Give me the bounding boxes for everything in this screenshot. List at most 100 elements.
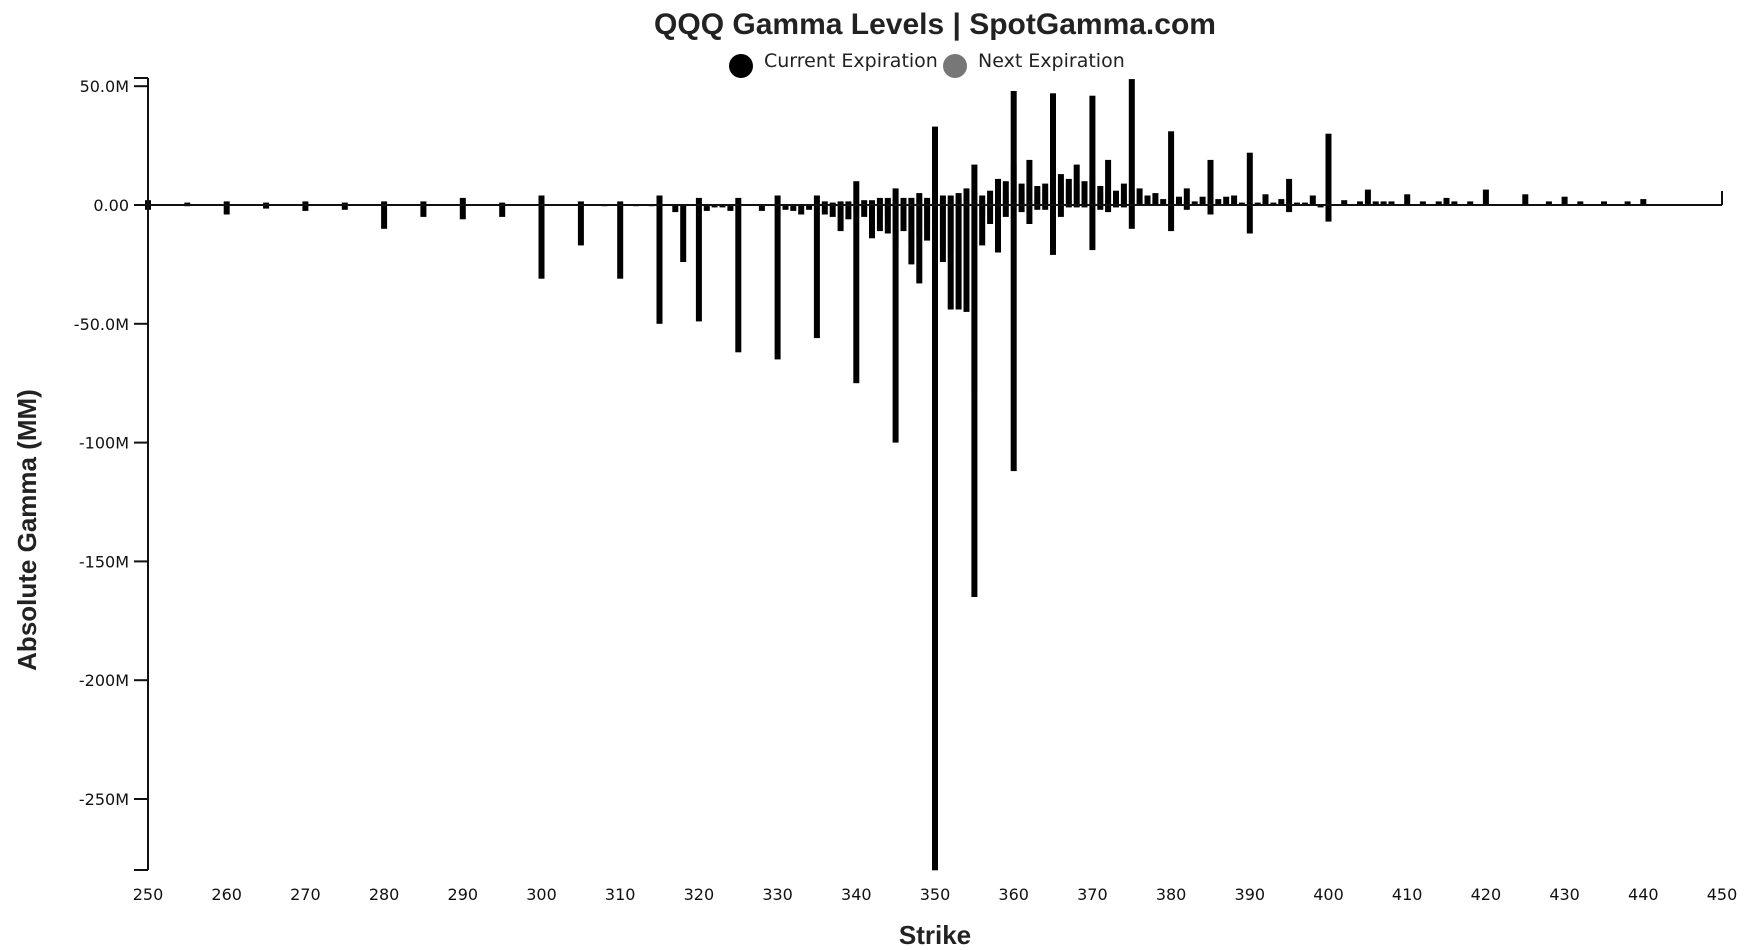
bar-current-378-141 bbox=[1152, 193, 1159, 205]
bar-current-430-178 bbox=[1561, 196, 1568, 205]
x-tick-label: 390 bbox=[1235, 885, 1266, 904]
bar-current-385-76 bbox=[1207, 205, 1214, 215]
bar-current-438-181 bbox=[1624, 201, 1631, 205]
x-tick-label: 250 bbox=[133, 885, 164, 904]
x-tick-label: 260 bbox=[211, 885, 242, 904]
bar-current-340-103 bbox=[853, 181, 860, 205]
bar-current-405-165 bbox=[1364, 189, 1371, 205]
bar-current-400-80 bbox=[1325, 205, 1332, 222]
bar-current-280-6 bbox=[381, 205, 388, 229]
bar-current-290-8 bbox=[459, 205, 466, 220]
bar-current-358-121 bbox=[995, 178, 1001, 205]
bar-current-265-84 bbox=[263, 202, 270, 205]
bar-current-346-109 bbox=[900, 197, 907, 205]
bar-current-347-43 bbox=[908, 205, 915, 265]
bar-current-376-139 bbox=[1136, 188, 1143, 205]
y-tick-label: -100M bbox=[79, 434, 129, 453]
bar-current-361-124 bbox=[1018, 183, 1025, 205]
y-tick-label: 0.00 bbox=[93, 196, 129, 215]
bar-current-344-107 bbox=[884, 197, 891, 205]
bar-current-338-34 bbox=[837, 205, 844, 232]
bar-current-315-16 bbox=[656, 205, 663, 324]
bar-current-325-24 bbox=[735, 205, 742, 353]
bar-current-350-46 bbox=[932, 205, 938, 871]
chart-title: QQQ Gamma Levels | SpotGamma.com bbox=[654, 8, 1216, 41]
bar-current-285-88 bbox=[420, 201, 427, 205]
bar-current-357-120 bbox=[987, 190, 994, 205]
bar-current-352-48 bbox=[947, 205, 954, 310]
bar-current-420-175 bbox=[1482, 189, 1489, 205]
bar-current-371-134 bbox=[1097, 186, 1104, 205]
y-tick-label: -200M bbox=[79, 671, 129, 690]
bar-current-374-137 bbox=[1120, 183, 1127, 205]
bar-current-340-36 bbox=[853, 205, 860, 384]
bar-current-334-30 bbox=[806, 205, 813, 210]
bar-current-336-32 bbox=[821, 205, 828, 215]
bar-current-390-153 bbox=[1246, 152, 1253, 205]
bar-current-270-85 bbox=[302, 201, 309, 205]
bar-current-290-89 bbox=[459, 197, 466, 205]
bar-current-408-168 bbox=[1388, 201, 1395, 205]
bar-current-275-5 bbox=[341, 205, 348, 210]
bar-current-370-66 bbox=[1089, 205, 1096, 251]
bar-current-341-37 bbox=[861, 205, 868, 217]
bar-current-363-126 bbox=[1034, 186, 1041, 205]
bar-current-369-65 bbox=[1081, 205, 1088, 208]
x-tick-label: 270 bbox=[290, 885, 321, 904]
bar-current-349-112 bbox=[924, 197, 931, 205]
x-tick-label: 430 bbox=[1549, 885, 1580, 904]
bar-current-382-145 bbox=[1183, 188, 1190, 205]
bar-current-355-51 bbox=[971, 205, 978, 597]
bar-current-365-128 bbox=[1050, 93, 1056, 205]
legend: Current Expiration Next Expiration bbox=[729, 50, 1125, 78]
bar-current-375-71 bbox=[1128, 205, 1135, 229]
bar-current-410-169 bbox=[1404, 194, 1411, 205]
x-tick-label: 450 bbox=[1707, 885, 1738, 904]
bar-current-395-78 bbox=[1286, 205, 1293, 213]
bar-current-337-100 bbox=[829, 202, 836, 205]
bar-current-332-28 bbox=[790, 205, 797, 211]
bar-current-372-68 bbox=[1105, 205, 1112, 213]
bar-current-368-64 bbox=[1073, 205, 1080, 208]
bar-current-392-155 bbox=[1262, 194, 1269, 205]
bar-current-320-95 bbox=[695, 197, 702, 205]
bar-current-366-62 bbox=[1057, 205, 1064, 217]
x-tick-label: 410 bbox=[1392, 885, 1423, 904]
x-axis-title: Strike bbox=[899, 920, 971, 950]
bar-current-362-58 bbox=[1026, 205, 1033, 224]
bar-current-318-18 bbox=[680, 205, 687, 262]
bar-current-310-93 bbox=[617, 201, 624, 205]
bar-current-406-166 bbox=[1372, 201, 1379, 205]
bar-current-363-59 bbox=[1034, 205, 1041, 210]
bar-current-260-2 bbox=[223, 205, 230, 215]
bar-current-351-114 bbox=[939, 195, 946, 205]
bar-current-348-44 bbox=[916, 205, 923, 284]
x-tick-label: 350 bbox=[920, 885, 951, 904]
x-tick-label: 370 bbox=[1077, 885, 1108, 904]
bar-current-265-3 bbox=[263, 205, 270, 209]
bar-current-396-159 bbox=[1294, 202, 1300, 205]
bar-current-336-99 bbox=[821, 201, 828, 205]
bar-current-391-154 bbox=[1254, 202, 1261, 205]
bar-current-338-101 bbox=[837, 201, 844, 205]
bar-current-353-116 bbox=[955, 193, 962, 205]
bar-current-333-29 bbox=[798, 205, 805, 215]
bar-current-320-19 bbox=[695, 205, 702, 322]
bar-current-385-148 bbox=[1207, 159, 1214, 205]
bar-current-305-92 bbox=[577, 201, 584, 205]
bar-current-390-77 bbox=[1246, 205, 1253, 234]
bar-current-359-122 bbox=[1002, 181, 1009, 205]
bar-current-285-7 bbox=[420, 205, 427, 217]
bar-current-260-83 bbox=[223, 201, 230, 205]
bar-current-344-40 bbox=[884, 205, 891, 234]
bar-current-384-147 bbox=[1199, 196, 1206, 205]
x-tick-label: 300 bbox=[526, 885, 557, 904]
bar-current-350-113 bbox=[932, 126, 938, 205]
bar-current-345-41 bbox=[892, 205, 899, 443]
bar-current-346-42 bbox=[900, 205, 907, 232]
bar-current-352-115 bbox=[947, 195, 954, 205]
bar-current-360-56 bbox=[1010, 205, 1017, 472]
bar-current-407-167 bbox=[1380, 201, 1387, 205]
bar-current-335-98 bbox=[813, 195, 820, 205]
bar-current-280-87 bbox=[381, 201, 388, 205]
